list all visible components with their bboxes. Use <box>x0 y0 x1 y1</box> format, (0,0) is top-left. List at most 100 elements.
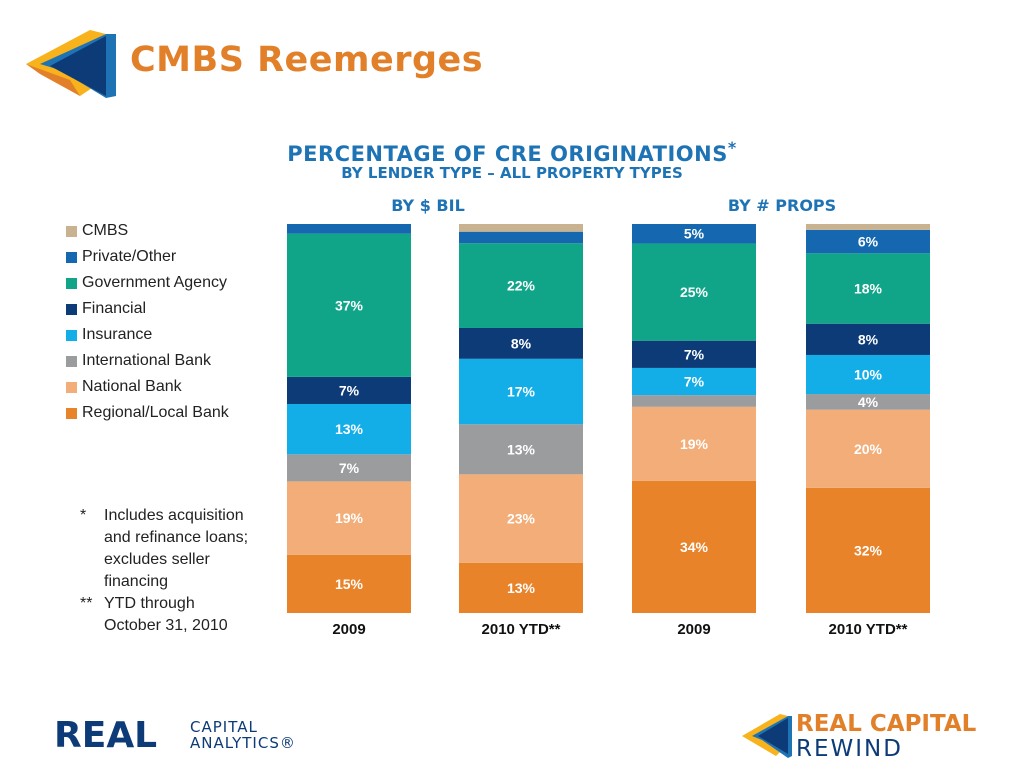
group-label-dollar: BY $ BIL <box>391 196 465 215</box>
bar-data-label: 15% <box>335 576 364 592</box>
bar-data-label: 7% <box>684 374 705 390</box>
chart-subtitle: BY LENDER TYPE – ALL PROPERTY TYPES <box>341 164 683 182</box>
slide-title: CMBS Reemerges <box>130 40 484 80</box>
brand-left-word: REAL <box>54 715 157 755</box>
bar-data-label: 20% <box>854 441 883 457</box>
bar-segment <box>287 224 411 234</box>
legend-item: Financial <box>66 296 229 322</box>
bar-segment <box>459 358 583 425</box>
bar-segment <box>287 481 411 555</box>
brand-left-sub1: CAPITAL <box>190 718 258 736</box>
legend-label: Government Agency <box>82 274 227 291</box>
chart-legend: CMBS Private/Other Government Agency Financ… <box>66 218 229 426</box>
bar-segment <box>632 243 756 341</box>
legend-item: Private/Other <box>66 244 229 270</box>
bar-data-label: 7% <box>339 382 360 398</box>
brand-right-line1: REAL CAPITAL <box>796 711 977 737</box>
bar-data-label: 17% <box>507 384 536 400</box>
category-tick-label: 2009 <box>332 621 365 638</box>
legend-item: Government Agency <box>66 270 229 296</box>
category-tick-label: 2010 YTD** <box>829 621 908 638</box>
brand-right-line2: REWIND <box>796 736 903 762</box>
bar-segment <box>287 454 411 482</box>
chevron-logo-icon <box>26 30 116 98</box>
legend-swatch <box>66 251 77 263</box>
chart-title-mark: * <box>727 138 737 157</box>
bar-segment <box>459 327 583 359</box>
bar-segment <box>632 367 756 396</box>
real-capital-analytics-logo: REAL CAPITAL ANALYTICS® <box>54 715 296 755</box>
legend-label: CMBS <box>82 222 129 239</box>
footnote-1-mark: * <box>80 507 87 524</box>
legend-label: Financial <box>82 300 147 317</box>
legend-label: Regional/Local Bank <box>82 404 229 421</box>
bar-data-label: 32% <box>854 542 883 558</box>
legend-label: International Bank <box>82 352 211 369</box>
bar-segment <box>806 323 930 355</box>
category-tick-label: 2009 <box>677 621 710 638</box>
footnotes: * Includes acquisition and refinance loa… <box>80 505 254 637</box>
bar-data-label: 13% <box>507 580 536 596</box>
bar-segment <box>459 562 583 613</box>
bar-data-label: 8% <box>511 335 532 351</box>
bar-segment <box>632 395 756 407</box>
legend-swatch <box>66 303 77 315</box>
legend-swatch <box>66 277 77 289</box>
bar-data-label: 5% <box>684 226 705 242</box>
bar-data-label: 19% <box>335 510 364 526</box>
bar-data-label: 18% <box>854 281 883 297</box>
chart-title: PERCENTAGE OF CRE ORIGINATIONS* <box>287 138 737 166</box>
real-capital-rewind-logo: REAL CAPITAL REWIND <box>742 711 977 762</box>
bar-data-label: 6% <box>858 234 879 250</box>
bar-data-label: 34% <box>680 539 709 555</box>
legend-swatch <box>66 225 77 237</box>
bar-segment <box>806 253 930 324</box>
legend-swatch <box>66 407 77 419</box>
bar-segment <box>632 340 756 368</box>
legend-swatch <box>66 329 77 341</box>
bar-data-label: 37% <box>335 297 364 313</box>
legend-label: National Bank <box>82 378 182 395</box>
bar-segment <box>806 487 930 613</box>
legend-label: Private/Other <box>82 248 177 265</box>
bar-segment <box>806 224 930 230</box>
bar-data-label: 8% <box>858 331 879 347</box>
bar-data-label: 22% <box>507 278 536 294</box>
category-tick-label: 2010 YTD** <box>482 621 561 638</box>
bar-segment <box>459 224 583 232</box>
bar-segment <box>287 233 411 377</box>
bar-data-label: 13% <box>507 441 536 457</box>
legend-item: National Bank <box>66 374 229 400</box>
bar-segment <box>806 354 930 395</box>
footnote-2: ** YTD through October 31, 2010 <box>80 593 254 637</box>
legend-item: CMBS <box>66 218 229 244</box>
bar-segment <box>287 554 411 613</box>
bar-segment <box>632 406 756 481</box>
bar-data-label: 19% <box>680 436 709 452</box>
legend-swatch <box>66 381 77 393</box>
footnote-2-mark: ** <box>80 595 93 612</box>
legend-item: Regional/Local Bank <box>66 400 229 426</box>
bar-data-label: 7% <box>339 460 360 476</box>
group-label-props: BY # PROPS <box>727 196 837 215</box>
bar-segment <box>287 376 411 404</box>
bar-segment <box>287 403 411 455</box>
bar-segment <box>806 409 930 488</box>
bar-segment <box>632 224 756 244</box>
footnote-2-text: YTD through October 31, 2010 <box>104 595 228 634</box>
bar-data-label: 7% <box>684 346 705 362</box>
chart-title-block: PERCENTAGE OF CRE ORIGINATIONS* BY LENDE… <box>0 138 1024 182</box>
legend-swatch <box>66 355 77 367</box>
bar-segment <box>459 243 583 328</box>
footnote-1: * Includes acquisition and refinance loa… <box>80 505 254 593</box>
bar-data-label: 4% <box>858 394 879 410</box>
rewind-chevron-icon <box>742 714 788 756</box>
brand-left-sub2: ANALYTICS® <box>190 734 296 752</box>
bar-segment <box>459 474 583 563</box>
bar-data-label: 25% <box>680 284 709 300</box>
bar-data-label: 10% <box>854 367 883 383</box>
bar-segment <box>459 231 583 244</box>
legend-item: Insurance <box>66 322 229 348</box>
bar-data-label: 23% <box>507 511 536 527</box>
